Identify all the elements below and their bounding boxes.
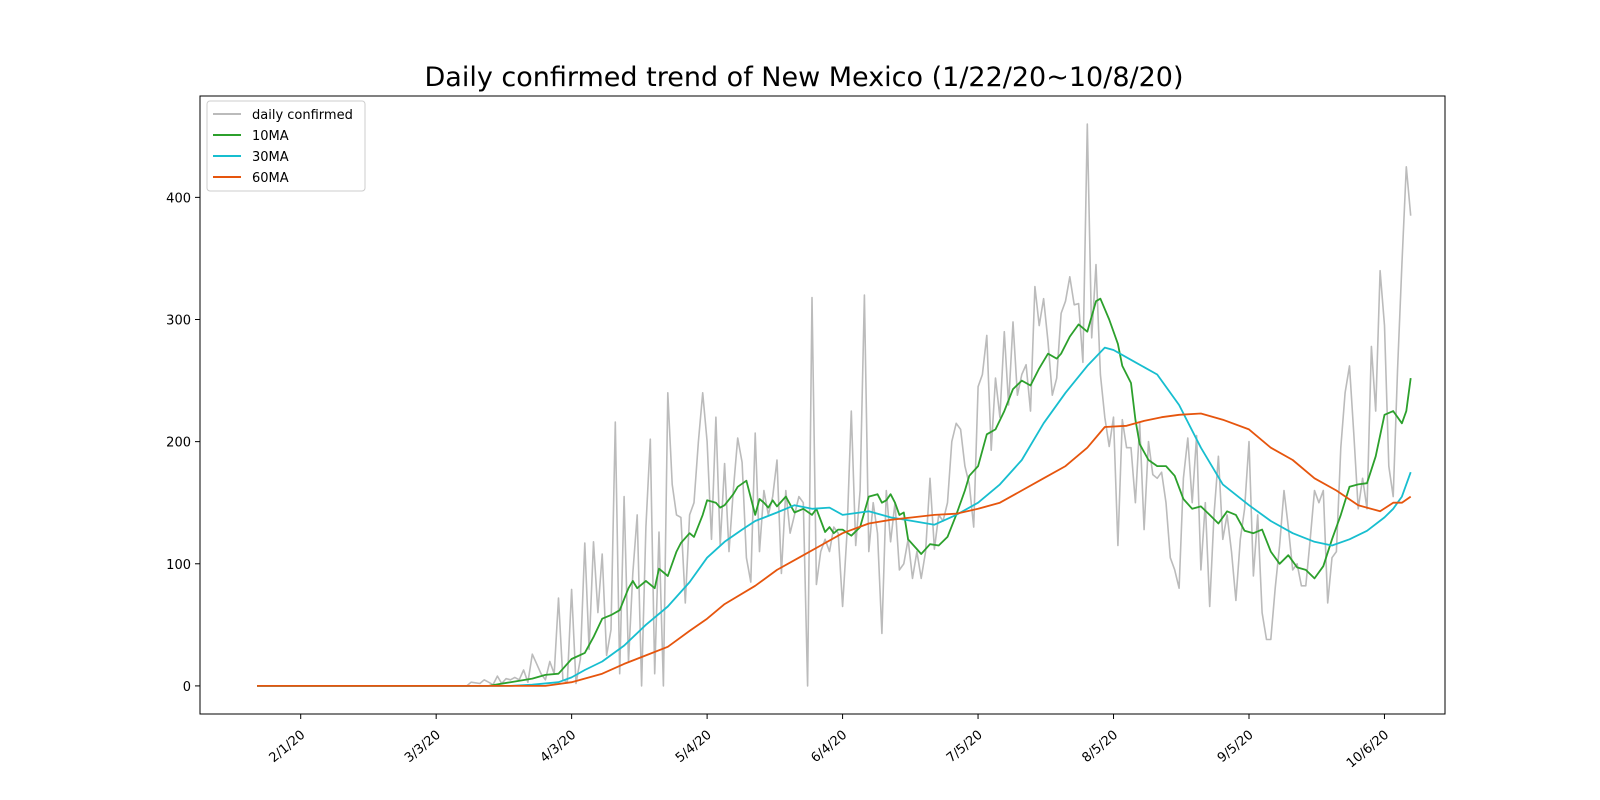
y-tick-label: 0 [183,680,191,695]
legend-box [206,100,366,192]
legend-label-daily-confirmed: daily confirmed [252,108,353,123]
plot-frame [199,95,1446,715]
legend-label-60ma: 60MA [252,171,289,186]
series-line-10ma [257,297,1412,687]
legend-label-10ma: 10MA [252,129,289,144]
chart-title: Daily confirmed trend of New Mexico (1/2… [425,62,1184,93]
series-line-30ma [257,346,1412,687]
legend-label-30ma: 30MA [252,150,289,165]
y-tick-label: 300 [166,314,191,329]
y-tick-label: 400 [166,191,191,206]
series-layer [257,123,1412,687]
series-line-60ma [257,412,1412,687]
y-tick-label: 100 [166,558,191,573]
y-tick-label: 200 [166,436,191,451]
y-axis: 0 100 200 300 400 [166,191,200,695]
legend: daily confirmed 10MA 30MA 60MA [206,100,366,192]
